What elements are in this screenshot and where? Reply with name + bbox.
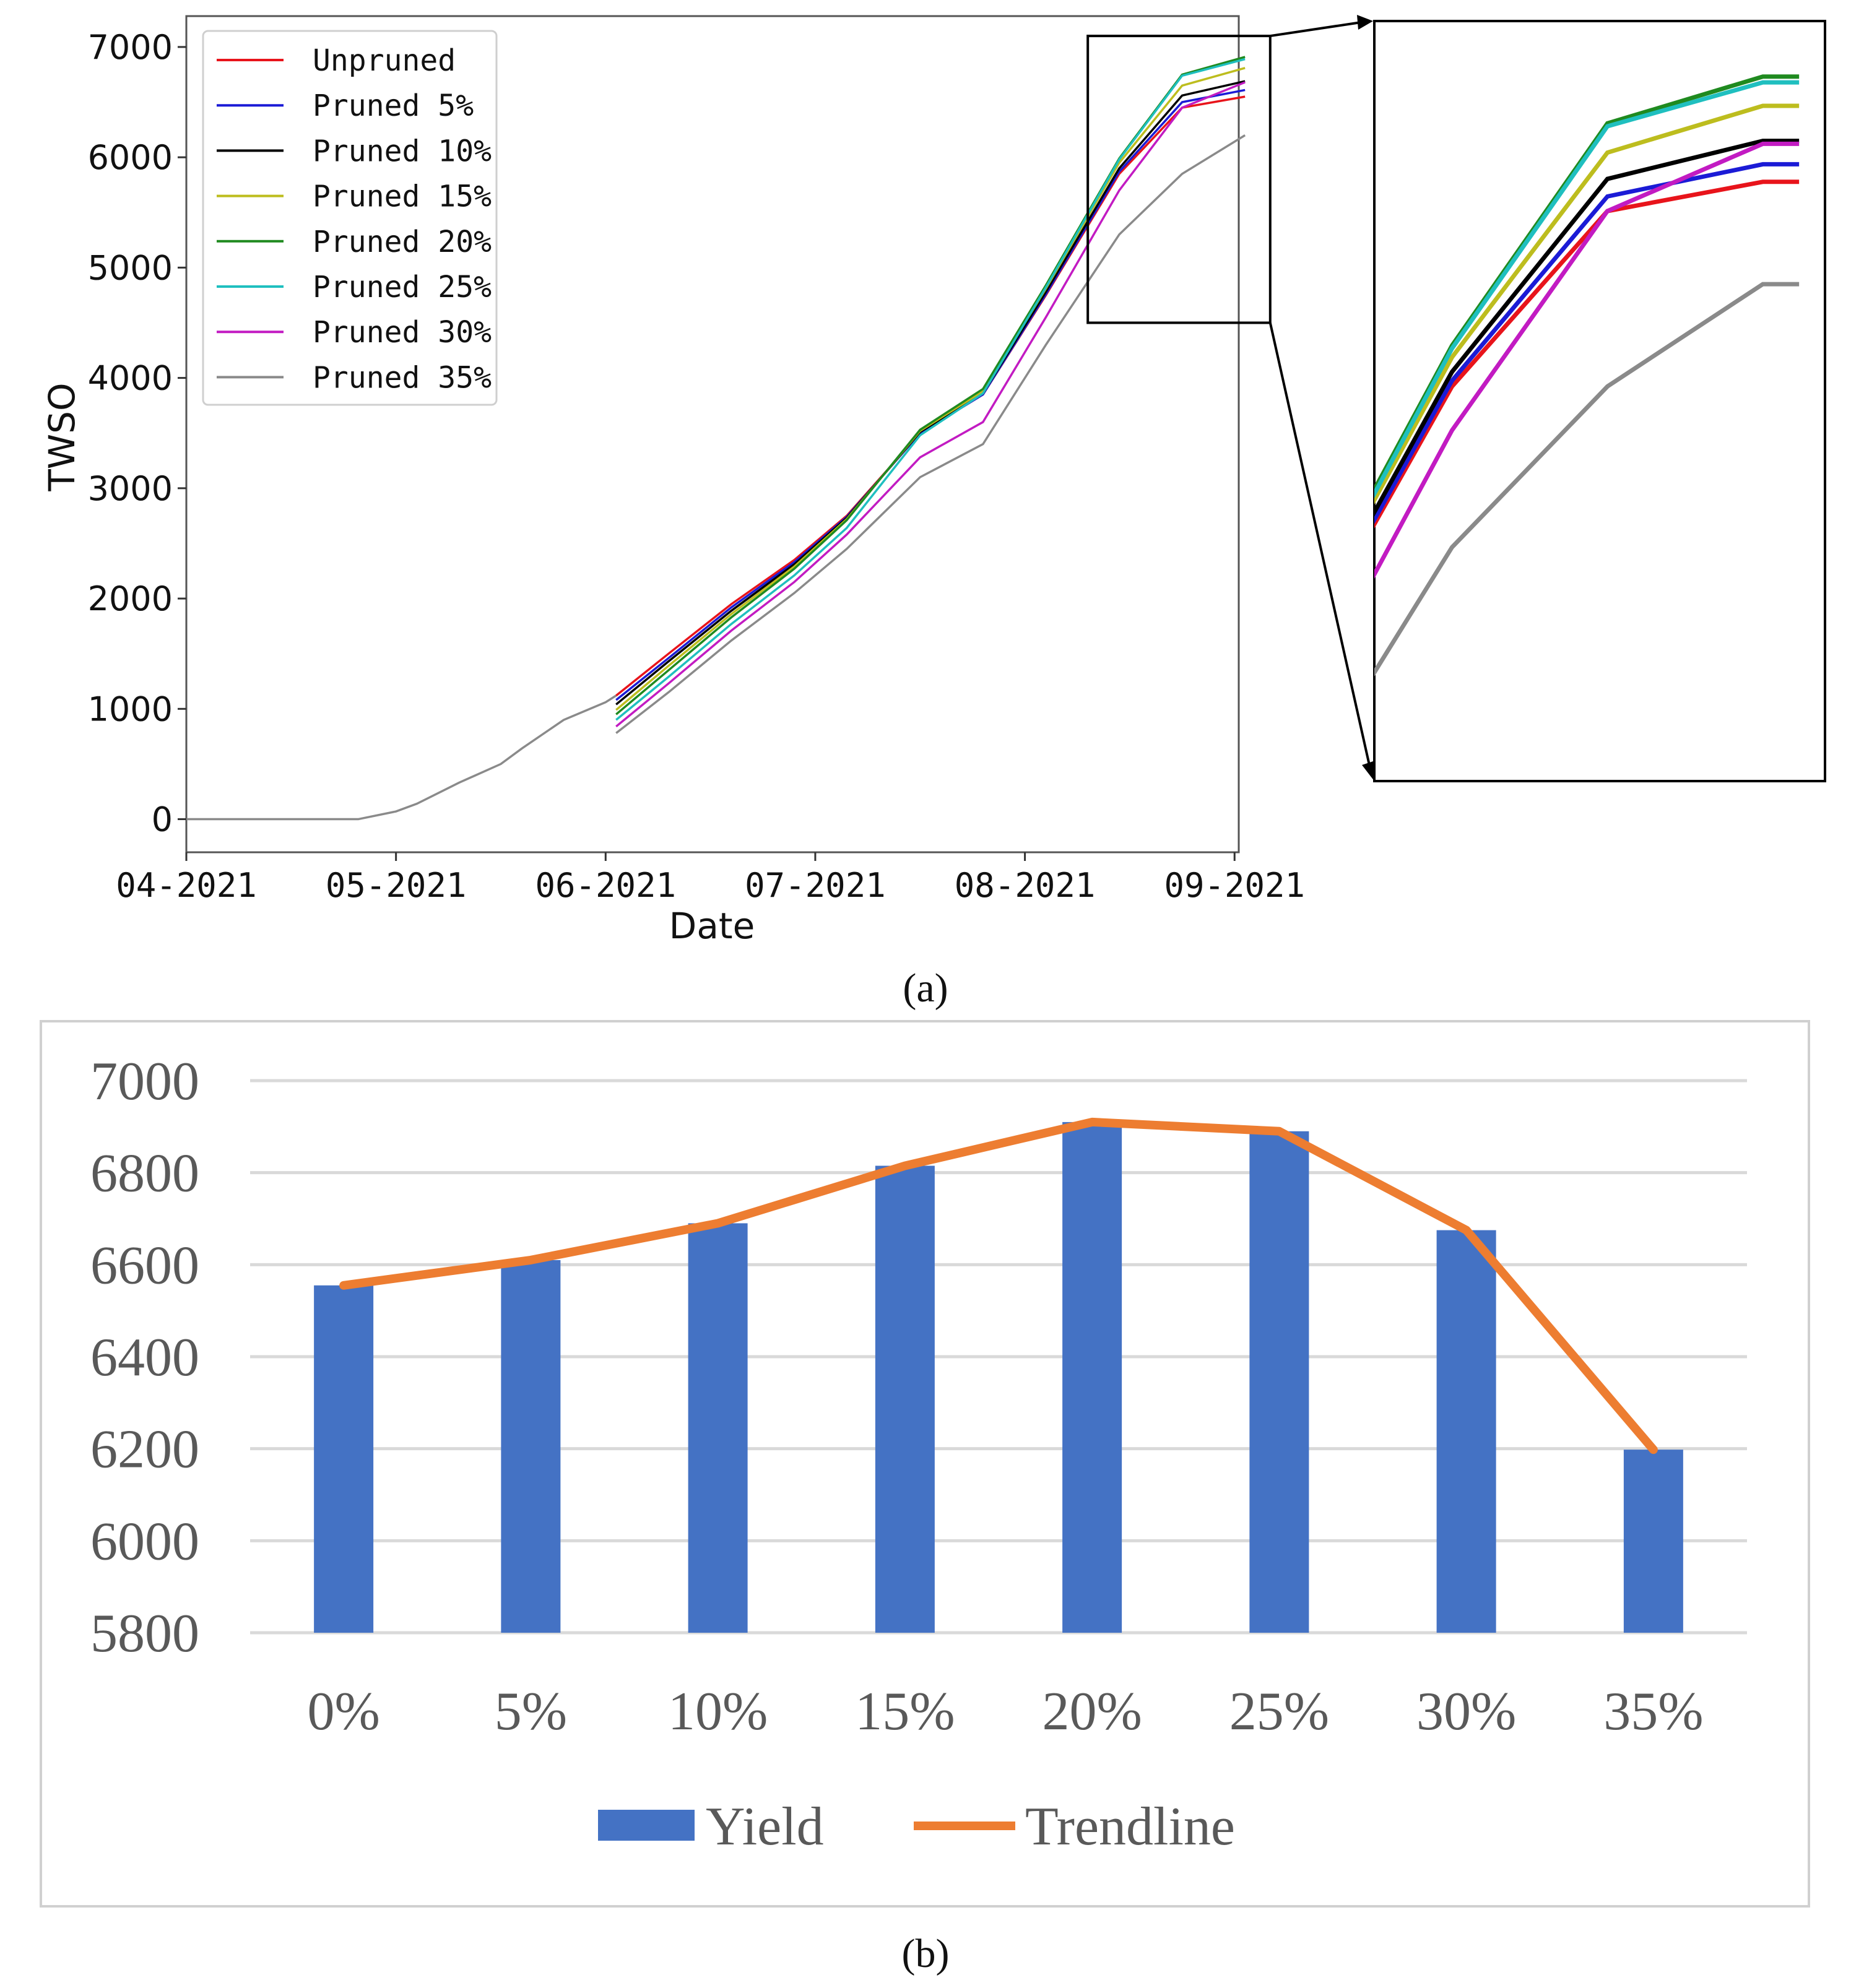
x-tick-label: 06-2021 — [535, 866, 677, 905]
legend-label: Unpruned — [313, 43, 456, 78]
legend-box — [202, 30, 498, 406]
bar — [1436, 1230, 1496, 1633]
y-tick-label: 6400 — [90, 1328, 199, 1388]
x-tick-label: 07-2021 — [745, 866, 886, 905]
x-tick-label: 5% — [495, 1682, 567, 1742]
arrowhead — [1357, 15, 1373, 30]
bar — [314, 1285, 374, 1633]
series-line — [615, 95, 1246, 697]
inset-series-line — [1374, 80, 1800, 499]
x-tick-label: 09-2021 — [1164, 866, 1305, 905]
x-tick-label: 25% — [1229, 1682, 1329, 1742]
y-tick-label: 3000 — [88, 469, 173, 508]
bar — [501, 1260, 561, 1633]
y-tick-label: 5000 — [88, 248, 173, 287]
legend-label: Pruned 20% — [313, 225, 492, 259]
y-tick-label: 0 — [152, 800, 173, 839]
inset-series-line — [1374, 282, 1800, 677]
y-tick-label: 6200 — [90, 1420, 199, 1480]
legend: Unpruned Pruned 5% Pruned 10% Pruned 15% Pru… — [202, 30, 498, 406]
x-tick-label: 20% — [1042, 1682, 1142, 1742]
y-tick-label: 5800 — [90, 1604, 199, 1664]
y-axis-label: TWSO — [41, 382, 83, 491]
y-tick-label: 7000 — [88, 28, 173, 67]
x-tick-label: 04-2021 — [116, 866, 257, 905]
legend-label: Pruned 15% — [313, 179, 492, 214]
series-line — [615, 58, 1246, 721]
x-tick-label: 30% — [1416, 1682, 1516, 1742]
legend-label: Pruned 35% — [313, 360, 492, 395]
x-tick-label: 35% — [1603, 1682, 1703, 1742]
y-tick-label: 6000 — [88, 138, 173, 177]
x-tick-label: 08-2021 — [955, 866, 1096, 905]
panel-a-chart: 0 1000 2000 3000 4000 5000 6000 7000 04-2021 05-… — [41, 15, 1826, 947]
y-tick-label: 6600 — [90, 1235, 199, 1295]
inset-series-line — [1374, 162, 1800, 524]
y-tick-label: 6000 — [90, 1511, 199, 1571]
legend-label: Pruned 5% — [313, 89, 474, 123]
zoom-arrow-bottom — [1268, 322, 1373, 777]
series-line — [615, 134, 1246, 734]
x-tick-label: 0% — [307, 1682, 379, 1742]
inset-series-line — [1374, 139, 1800, 517]
zoom-arrow-top — [1270, 20, 1370, 38]
plot-area-frame — [185, 15, 1240, 854]
zoom-arrows — [1268, 15, 1374, 781]
series-line — [615, 67, 1246, 711]
bar — [1623, 1450, 1683, 1633]
series-line — [615, 89, 1246, 701]
series-line — [615, 56, 1246, 715]
legend-label: Pruned 10% — [313, 134, 492, 168]
caption-b: (b) — [902, 1931, 950, 1976]
x-axis-label: Date — [669, 905, 755, 947]
y-tick-label: 1000 — [88, 689, 173, 728]
trendline — [339, 1117, 1658, 1454]
arrowhead — [1362, 761, 1374, 781]
bar — [1249, 1131, 1309, 1633]
x-tick-label: 05-2021 — [326, 866, 467, 905]
legend-label: Pruned 30% — [313, 315, 492, 350]
legend-label: Yield — [706, 1797, 824, 1857]
x-tick-label: 15% — [855, 1682, 955, 1742]
shared-baseline-line — [186, 694, 617, 821]
series-line — [615, 81, 1246, 728]
inset-series-line — [1374, 141, 1800, 579]
series-line — [615, 80, 1246, 706]
x-tick-label: 10% — [668, 1682, 768, 1742]
y-tick-label: 2000 — [88, 579, 173, 618]
legend-label: Trendline — [1025, 1797, 1235, 1857]
y-tick-label: 7000 — [90, 1052, 199, 1112]
legend-swatch-yield — [598, 1810, 695, 1841]
panel-b-chart: 5800 6000 6200 6400 6600 6800 7000 0% 5% 10% 15% 2… — [40, 1020, 1810, 1908]
bar — [688, 1223, 748, 1633]
y-tick-label: 6800 — [90, 1144, 199, 1204]
inset-series-line — [1374, 103, 1800, 505]
legend-label: Pruned 25% — [313, 270, 492, 305]
y-tick-label: 4000 — [88, 359, 173, 398]
zoom-region-box — [1086, 35, 1272, 324]
bar — [1062, 1121, 1122, 1633]
legend: Yield Trendline — [598, 1797, 1235, 1857]
bar — [875, 1165, 935, 1633]
caption-a: (a) — [903, 966, 948, 1011]
